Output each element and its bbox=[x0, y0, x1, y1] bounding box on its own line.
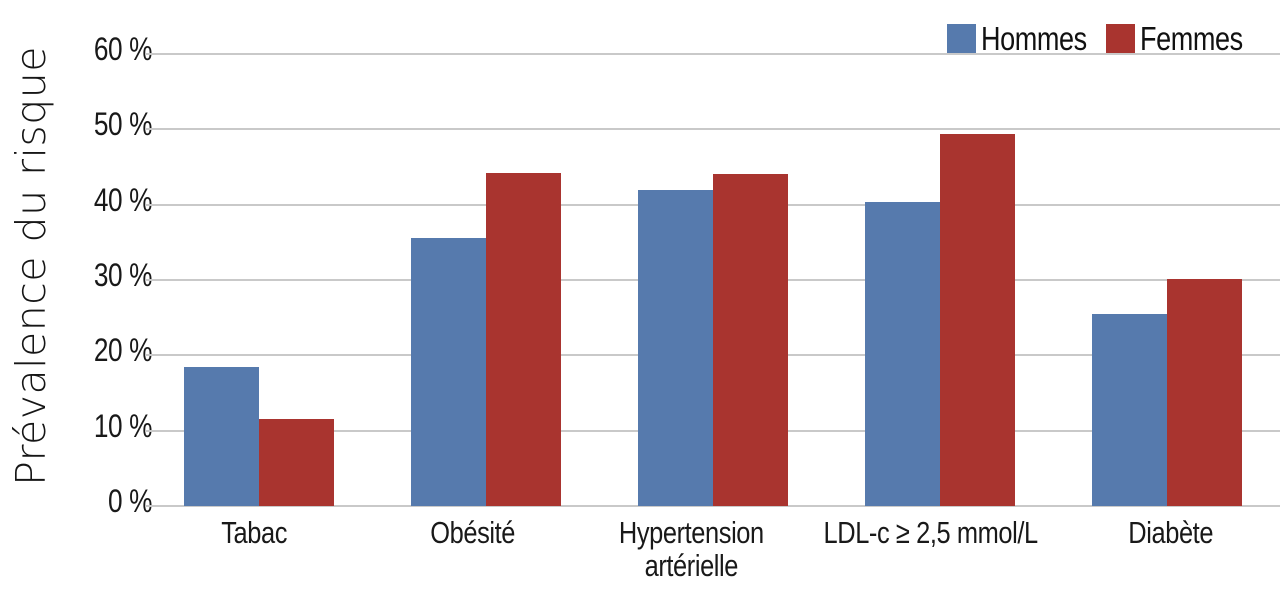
x-tick-4: LDL-c ≥ 2,5 mmol/L bbox=[800, 516, 1061, 582]
bar-femmes-1 bbox=[258, 418, 334, 506]
y-tick-label-0: 0 % bbox=[108, 483, 152, 519]
x-tick-3: Hypertension artérielle bbox=[582, 516, 800, 582]
bar-group-3 bbox=[599, 54, 826, 506]
bar-femmes-5 bbox=[1166, 279, 1242, 506]
x-tick-label-3: Hypertension artérielle bbox=[618, 515, 764, 583]
legend-item-femmes: Femmes bbox=[1105, 20, 1247, 57]
bar-femmes-2 bbox=[485, 173, 561, 506]
legend-swatch-hommes bbox=[946, 24, 976, 53]
bar-hommes-4 bbox=[864, 201, 940, 506]
x-axis: Tabac Obésité Hypertension artérielle LDL-c… bbox=[145, 516, 1280, 582]
x-tick-5: Diabète bbox=[1062, 516, 1280, 582]
legend: Hommes Femmes bbox=[933, 22, 1247, 55]
bar-femmes-4 bbox=[939, 133, 1015, 506]
x-tick-label-1: Tabac bbox=[221, 515, 288, 550]
gridline-0 bbox=[145, 505, 1280, 507]
x-tick-label-2: Obésité bbox=[430, 515, 516, 550]
bar-hommes-3 bbox=[637, 190, 713, 506]
x-tick-label-5: Diabète bbox=[1128, 515, 1214, 550]
y-tick-label-60: 60 % bbox=[93, 31, 153, 67]
legend-item-hommes: Hommes bbox=[946, 20, 1092, 57]
x-tick-2: Obésité bbox=[363, 516, 581, 582]
bar-femmes-3 bbox=[712, 173, 788, 506]
y-tick-label-40: 40 % bbox=[93, 181, 153, 218]
bar-hommes-5 bbox=[1091, 313, 1167, 506]
bar-hommes-1 bbox=[183, 366, 259, 506]
x-tick-1: Tabac bbox=[145, 516, 363, 582]
y-axis: 0 % 10 % 20 % 30 % 40 % 50 % 60 % bbox=[0, 31, 153, 519]
gridline-60 bbox=[145, 53, 1280, 55]
bar-group-4 bbox=[826, 54, 1053, 506]
gridline-50 bbox=[145, 128, 1280, 131]
y-tick-label-20: 20 % bbox=[93, 332, 153, 369]
plot-area bbox=[145, 53, 1280, 507]
bar-group-2 bbox=[372, 54, 599, 506]
bar-group-5 bbox=[1053, 54, 1280, 506]
y-tick-label-30: 30 % bbox=[93, 257, 153, 293]
bar-hommes-2 bbox=[410, 237, 486, 506]
y-tick-label-50: 50 % bbox=[93, 106, 153, 143]
bar-group-1 bbox=[145, 54, 372, 506]
x-tick-label-4: LDL-c ≥ 2,5 mmol/L bbox=[823, 515, 1039, 550]
legend-swatch-femmes bbox=[1105, 24, 1135, 53]
legend-label-hommes: Hommes bbox=[980, 20, 1087, 57]
bars-row bbox=[145, 54, 1280, 506]
y-tick-label-10: 10 % bbox=[93, 407, 153, 444]
legend-label-femmes: Femmes bbox=[1139, 20, 1243, 57]
